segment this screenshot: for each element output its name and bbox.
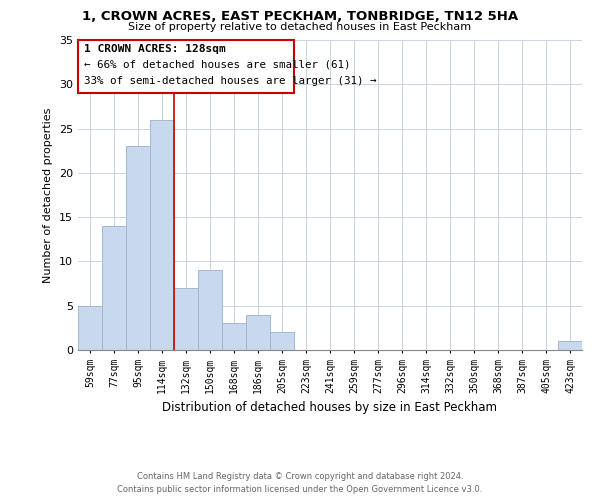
Y-axis label: Number of detached properties: Number of detached properties xyxy=(43,108,53,282)
Bar xyxy=(78,306,102,350)
FancyBboxPatch shape xyxy=(78,40,294,93)
Text: ← 66% of detached houses are smaller (61): ← 66% of detached houses are smaller (61… xyxy=(84,60,350,70)
Text: Contains HM Land Registry data © Crown copyright and database right 2024.
Contai: Contains HM Land Registry data © Crown c… xyxy=(118,472,482,494)
Text: 1, CROWN ACRES, EAST PECKHAM, TONBRIDGE, TN12 5HA: 1, CROWN ACRES, EAST PECKHAM, TONBRIDGE,… xyxy=(82,10,518,23)
Bar xyxy=(246,314,270,350)
Text: 33% of semi-detached houses are larger (31) →: 33% of semi-detached houses are larger (… xyxy=(84,76,377,86)
Bar xyxy=(126,146,150,350)
Bar xyxy=(174,288,198,350)
Bar xyxy=(558,341,582,350)
Bar xyxy=(198,270,222,350)
Bar xyxy=(102,226,126,350)
Text: 1 CROWN ACRES: 128sqm: 1 CROWN ACRES: 128sqm xyxy=(84,44,226,54)
Bar xyxy=(222,324,246,350)
X-axis label: Distribution of detached houses by size in East Peckham: Distribution of detached houses by size … xyxy=(163,401,497,414)
Bar xyxy=(150,120,174,350)
Bar xyxy=(270,332,294,350)
Text: Size of property relative to detached houses in East Peckham: Size of property relative to detached ho… xyxy=(128,22,472,32)
